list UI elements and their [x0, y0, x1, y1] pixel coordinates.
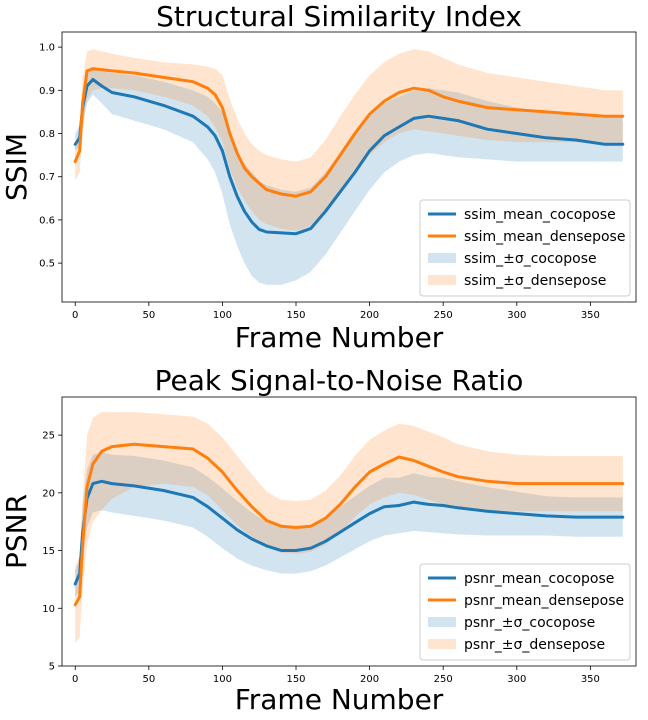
- psnr-legend-label: psnr_mean_cocopose: [464, 571, 614, 587]
- psnr-legend-band-swatch: [428, 639, 456, 649]
- psnr-legend-box: [419, 563, 631, 661]
- psnr-legend: psnr_mean_cocopose psnr_mean_denseposepsn…: [419, 563, 631, 661]
- ssim-legend: ssim_mean_cocopose ssim_mean_denseposessi…: [419, 199, 631, 297]
- ssim-xtick-label: 100: [213, 310, 232, 321]
- ssim-legend-band-swatch: [428, 253, 456, 263]
- ssim-xtick-label: 300: [507, 310, 526, 321]
- ssim-panel: 0 50 100 150 200 250 300 350 0.5 0.6 0.7 0.8 0.9 1.0 S…: [0, 0, 637, 354]
- psnr-legend-label: psnr_±σ_cocopose: [464, 615, 595, 631]
- psnr-ytick-label: 5: [49, 662, 55, 673]
- psnr-xtick-label: 50: [142, 674, 155, 685]
- ssim-mean-cocopose-band: [75, 66, 623, 285]
- psnr-mean-cocopose-band: [75, 452, 623, 597]
- ssim-ytick-label: 1.0: [39, 43, 55, 54]
- psnr-xtick-label: 150: [286, 674, 305, 685]
- psnr-legend-label: psnr_±σ_densepose: [464, 637, 605, 653]
- ssim-xtick-label: 50: [142, 310, 155, 321]
- ssim-legend-band-swatch: [428, 275, 456, 285]
- psnr-xtick-label: 350: [581, 674, 600, 685]
- ssim-ytick-label: 0.6: [39, 215, 55, 226]
- ssim-ytick-label: 0.8: [39, 129, 55, 140]
- ssim-y-axis-label: SSIM: [0, 133, 33, 201]
- psnr-ytick-label: 15: [42, 546, 55, 557]
- psnr-legend-label: psnr_mean_densepose: [464, 593, 624, 609]
- ssim-x-axis-label: Frame Number: [235, 321, 444, 354]
- ssim-legend-label: ssim_±σ_cocopose: [464, 251, 597, 267]
- psnr-ytick-label: 25: [42, 431, 55, 442]
- psnr-ytick-label: 20: [42, 488, 55, 499]
- ssim-xtick-label: 200: [360, 310, 379, 321]
- psnr-chart-title: Peak Signal-to-Noise Ratio: [155, 364, 524, 397]
- ssim-legend-label: ssim_mean_cocopose: [464, 207, 616, 223]
- psnr-mean-densepose-band: [75, 412, 623, 643]
- psnr-xtick-label: 100: [213, 674, 232, 685]
- psnr-xtick-label: 250: [434, 674, 453, 685]
- psnr-xtick-label: 300: [507, 674, 526, 685]
- psnr-axes-frame: [61, 396, 637, 667]
- psnr-xtick-label: 200: [360, 674, 379, 685]
- ssim-chart-title: Structural Similarity Index: [156, 0, 522, 33]
- ssim-axes-frame: [61, 31, 637, 303]
- ssim-ytick-label: 0.5: [39, 259, 55, 270]
- psnr-mean-cocopose-line: [73, 479, 625, 586]
- ssim-legend-label: ssim_±σ_densepose: [464, 273, 606, 289]
- psnr-ytick-label: 10: [42, 604, 55, 615]
- ssim-legend-box: [419, 199, 631, 297]
- ssim-xtick-label: 0: [72, 310, 78, 321]
- ssim-xtick-label: 350: [581, 310, 600, 321]
- psnr-y-axis-label: PSNR: [0, 494, 33, 569]
- ssim-ytick-label: 0.9: [39, 86, 55, 97]
- ssim-legend-label: ssim_mean_densepose: [464, 229, 625, 245]
- ssim-mean-cocopose-line: [73, 78, 625, 236]
- psnr-panel: 0 50 100 150 200 250 300 350 5 10 15 20 25 Peak Signa…: [0, 364, 637, 716]
- ssim-ytick-label: 0.7: [39, 172, 55, 183]
- psnr-mean-densepose-line: [73, 442, 625, 607]
- ssim-xtick-label: 250: [434, 310, 453, 321]
- psnr-legend-band-swatch: [428, 617, 456, 627]
- ssim-mean-densepose-line: [73, 67, 625, 198]
- psnr-x-axis-label: Frame Number: [235, 683, 444, 716]
- ssim-xtick-label: 150: [286, 310, 305, 321]
- psnr-xtick-label: 0: [72, 674, 78, 685]
